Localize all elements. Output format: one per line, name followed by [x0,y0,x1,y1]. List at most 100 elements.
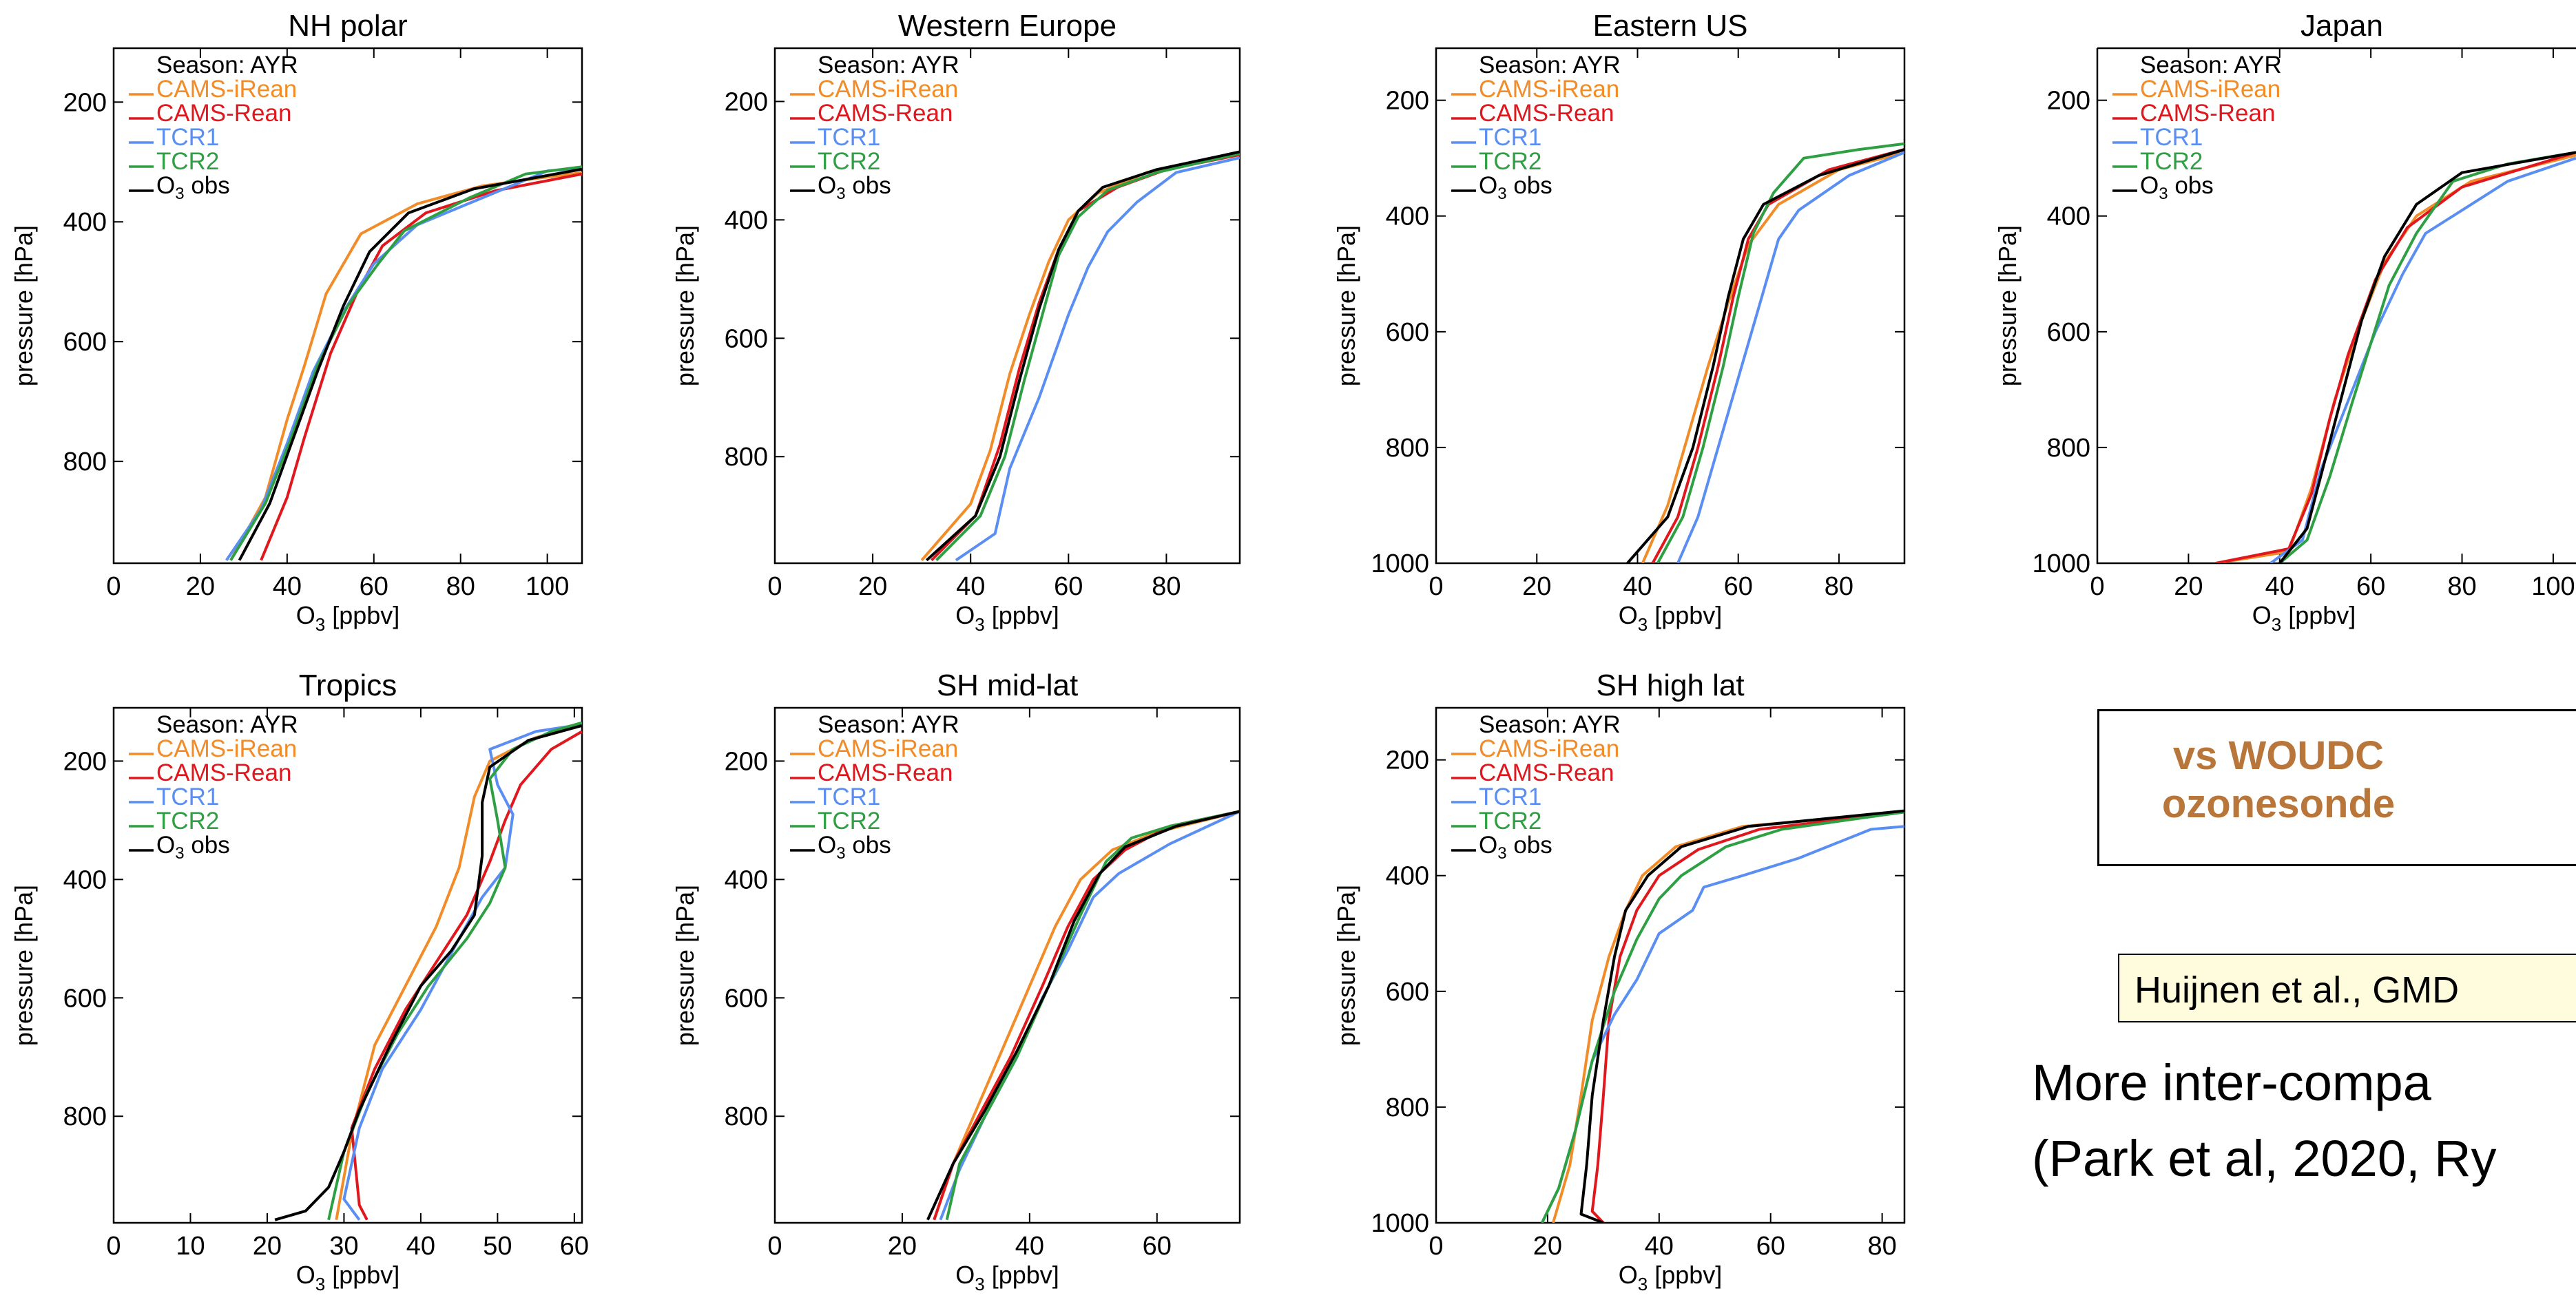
series-line [260,172,582,561]
plot-frame [773,47,1241,565]
x-tick-label: 80 [1825,572,1853,601]
y-tick-label: 400 [2047,202,2090,231]
x-axis-label: O3 [ppbv] [296,1261,400,1294]
series-line [925,150,1240,562]
y-tick-label: 1000 [2032,549,2090,578]
chart-panel: SH mid-lat 0 20 40 60 200 400 600 800 O3 [ppbv] pr… [671,669,1241,1294]
x-tick-label: 30 [329,1232,358,1261]
legend-label: CAMS-iRean [156,76,297,103]
series-line [238,167,582,561]
chart-title: Tropics [299,669,397,702]
x-tick-label: 40 [1623,572,1652,601]
series-group [1540,809,1904,1223]
plot-frame [1435,706,1906,1224]
x-axis-label: O3 [ppbv] [2252,601,2356,635]
legend-label: O3 obs [1479,832,1552,863]
x-tick-label: 60 [1143,1232,1172,1261]
plot-frame [1435,47,1906,565]
legend-label: TCR2 [1479,148,1541,175]
y-tick-label: 600 [1386,978,1429,1007]
legend-season: Season: AYR [818,711,959,738]
legend-label: TCR1 [1479,124,1541,151]
more-intercomparison-line1: More inter-compa [2032,1054,2431,1111]
legend-label: CAMS-Rean [1479,100,1614,127]
x-tick-label: 20 [1522,572,1551,601]
series-line [1626,148,1904,563]
x-tick-label: 60 [2356,572,2385,601]
y-tick-label: 200 [725,87,768,116]
legend-label: TCR1 [818,124,880,151]
y-tick-label: 200 [63,88,107,117]
legend-label: CAMS-Rean [156,100,291,127]
legend-season: Season: AYR [1479,711,1621,738]
series-line [1676,151,1904,563]
y-axis-label: pressure [hPa] [671,225,699,386]
chart-title: Western Europe [898,9,1116,43]
series-line [930,153,1240,562]
series-line [926,810,1240,1221]
series-line [1579,809,1904,1223]
x-tick-label: 100 [2531,572,2575,601]
chart-title: SH mid-lat [937,669,1078,702]
x-tick-label: 60 [560,1232,589,1261]
legend-label: TCR2 [2140,148,2203,175]
legend-label: CAMS-iRean [2140,76,2281,103]
legend-label: CAMS-Rean [818,759,953,786]
y-tick-label: 200 [63,747,107,776]
y-tick-label: 600 [63,984,107,1013]
series-line [2215,151,2576,563]
series-line [2269,156,2576,563]
series-group [2215,151,2576,563]
series-group [926,810,1240,1221]
legend-label: CAMS-Rean [2140,100,2275,127]
series-line [2215,154,2576,563]
chart-panel: SH high lat 0 20 40 60 80 200 400 600 800 1000 O3 [… [1332,669,1906,1294]
y-axis-label: pressure [hPa] [671,885,699,1046]
y-axis-label: pressure [hPa] [10,225,38,386]
x-tick-label: 60 [1756,1232,1785,1261]
y-axis-label: pressure [hPa] [1332,225,1360,386]
legend-season: Season: AYR [156,52,298,78]
x-tick-label: 10 [176,1232,205,1261]
series-line [1656,142,1904,563]
series-line [350,730,582,1221]
x-axis-label: O3 [ppbv] [1619,1261,1723,1294]
x-tick-label: 60 [1724,572,1753,601]
series-line [2278,151,2576,563]
y-tick-label: 600 [2047,318,2090,347]
series-group [225,165,582,561]
series-line [933,810,1240,1221]
chart-panel: Western Europe 0 20 40 60 80 200 400 600 800 O3 [p… [671,9,1241,635]
x-tick-label: 80 [446,572,475,601]
reference-text: Huijnen et al., GMD [2134,969,2460,1011]
legend-label: O3 obs [1479,172,1552,203]
legend-label: O3 obs [2140,172,2214,203]
series-line [920,150,1240,562]
x-tick-label: 50 [483,1232,512,1261]
plot-frame [112,47,583,565]
series-line [935,152,1240,562]
x-axis-label: O3 [ppbv] [1619,601,1723,635]
series-line [945,810,1240,1221]
y-tick-label: 200 [725,747,768,776]
legend-label: CAMS-Rean [1479,759,1614,786]
x-tick-label: 80 [1152,572,1181,601]
series-line [955,156,1240,562]
y-tick-label: 400 [1386,862,1429,891]
legend-label: CAMS-iRean [1479,735,1619,762]
chart-title: SH high lat [1596,669,1744,702]
legend-label: TCR1 [156,124,219,151]
x-tick-label: 0 [1429,1232,1443,1261]
x-tick-label: 20 [858,572,887,601]
x-tick-label: 0 [106,1232,121,1261]
x-tick-label: 0 [106,572,121,601]
y-tick-label: 200 [1386,87,1429,116]
series-line [1590,810,1904,1223]
x-tick-label: 100 [526,572,569,601]
legend-label: TCR2 [818,808,880,834]
series-line [229,165,582,561]
x-tick-label: 20 [1533,1232,1562,1261]
y-tick-label: 200 [2047,87,2090,116]
legend-label: O3 obs [156,832,230,863]
legend-season: Season: AYR [156,711,298,738]
